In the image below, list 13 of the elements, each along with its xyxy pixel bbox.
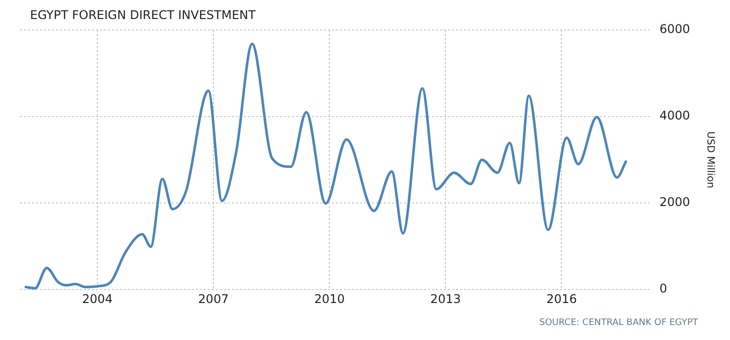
chart-title: EGYPT FOREIGN DIRECT INVESTMENT — [30, 8, 256, 22]
y-tick-label: 2000 — [659, 195, 690, 210]
x-tick-label: 2007 — [198, 292, 229, 306]
x-tick-label: 2016 — [546, 292, 577, 306]
y-axis-title: USD Million — [704, 131, 716, 188]
x-tick-label: 2013 — [430, 292, 461, 306]
x-tick-label: 2010 — [314, 292, 345, 306]
source-note: SOURCE: CENTRAL BANK OF EGYPT — [539, 318, 698, 328]
y-tick-label: 6000 — [659, 22, 690, 36]
x-tick-label: 2004 — [82, 292, 113, 306]
y-tick-label: 4000 — [659, 108, 690, 123]
y-tick-label: 0 — [659, 282, 668, 296]
line-series — [24, 42, 628, 290]
